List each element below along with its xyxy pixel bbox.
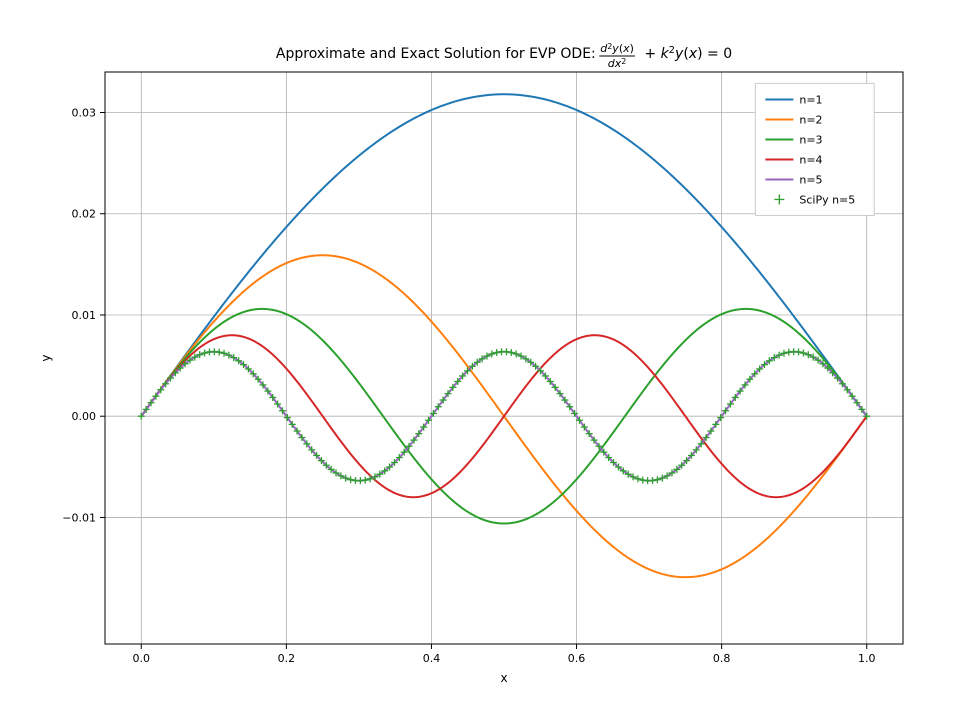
legend-label: n=5 <box>799 173 822 186</box>
x-axis-label: x <box>500 671 507 685</box>
y-axis-label: y <box>39 354 53 361</box>
legend-label: n=1 <box>799 93 822 106</box>
legend-label: n=3 <box>799 133 822 146</box>
xtick-label: 0.0 <box>133 652 151 665</box>
xtick-label: 0.4 <box>423 652 441 665</box>
xtick-label: 0.2 <box>278 652 296 665</box>
ytick-label: 0.02 <box>72 208 97 221</box>
xtick-label: 0.6 <box>568 652 586 665</box>
legend: n=1 n=2 n=3 n=4 n=5 SciPy n=5 <box>755 83 874 215</box>
ytick-label: 0.01 <box>72 309 97 322</box>
chart-container: { "chart": { "type": "line", "width": 96… <box>0 0 966 727</box>
xtick-label: 1.0 <box>858 652 876 665</box>
chart-svg: 0.0 0.2 0.4 0.6 0.8 1.0 −0.01 0.00 0.01 0.02 0.03 x… <box>0 0 966 727</box>
xtick-label: 0.8 <box>713 652 731 665</box>
ytick-label: 0.03 <box>72 106 97 119</box>
ytick-label: −0.01 <box>62 511 96 524</box>
ytick-label: 0.00 <box>72 410 97 423</box>
legend-label: n=4 <box>799 153 822 166</box>
legend-label: SciPy n=5 <box>799 193 855 206</box>
legend-label: n=2 <box>799 113 822 126</box>
